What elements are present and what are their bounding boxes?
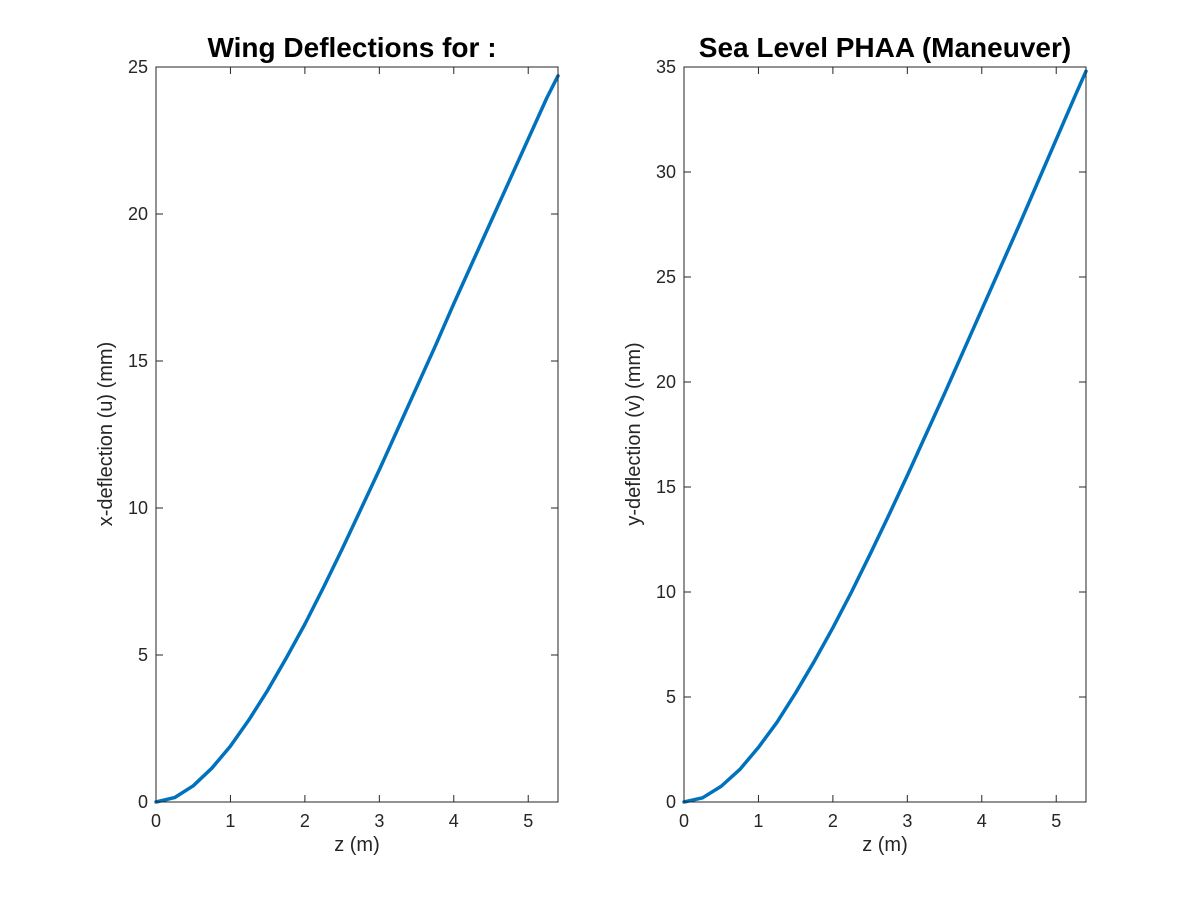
- right-x-tick-label: 4: [977, 811, 987, 831]
- left-y-tick-label: 10: [128, 498, 148, 518]
- left-series-line: [154, 74, 560, 804]
- left-x-axis-label: z (m): [334, 834, 380, 856]
- right-x-axis-label: z (m): [862, 834, 908, 856]
- right-y-tick-label: 30: [656, 162, 676, 182]
- left-y-tick-label: 5: [138, 645, 148, 665]
- right-x-tick-label: 2: [828, 811, 838, 831]
- right-axes-box: [683, 66, 1087, 803]
- left-axes-box: [155, 66, 559, 803]
- left-subplot: Wing Deflections for : z (m) x-deflectio…: [95, 32, 560, 856]
- left-y-tick-label: 25: [128, 57, 148, 77]
- right-x-tick-label: 3: [902, 811, 912, 831]
- right-axis-ticks: 0 1 2 3 4 5 0 5 10 15 20 25 30 35: [656, 57, 1086, 831]
- left-x-tick-label: 3: [374, 811, 384, 831]
- right-series-line: [682, 69, 1088, 804]
- left-y-tick-label: 20: [128, 204, 148, 224]
- left-y-tick-label: 0: [138, 792, 148, 812]
- left-x-tick-label: 5: [523, 811, 533, 831]
- left-y-axis-label: x-deflection (u) (mm): [95, 342, 117, 526]
- right-y-tick-label: 10: [656, 582, 676, 602]
- right-y-tick-label: 20: [656, 372, 676, 392]
- right-y-tick-label: 25: [656, 267, 676, 287]
- right-y-tick-label: 15: [656, 477, 676, 497]
- right-y-tick-label: 0: [666, 792, 676, 812]
- right-subplot: Sea Level PHAA (Maneuver) z (m) y-deflec…: [623, 32, 1088, 856]
- left-y-tick-label: 15: [128, 351, 148, 371]
- right-x-tick-label: 0: [679, 811, 689, 831]
- right-y-axis-label: y-deflection (v) (mm): [623, 342, 645, 525]
- left-x-tick-label: 4: [449, 811, 459, 831]
- right-y-tick-label: 35: [656, 57, 676, 77]
- left-plot-title: Wing Deflections for :: [207, 32, 496, 63]
- left-axis-ticks: 0 1 2 3 4 5 0 5 10 15 20 25: [128, 57, 558, 831]
- left-x-tick-label: 1: [225, 811, 235, 831]
- left-x-tick-label: 0: [151, 811, 161, 831]
- right-x-tick-label: 5: [1051, 811, 1061, 831]
- left-x-tick-label: 2: [300, 811, 310, 831]
- right-x-tick-label: 1: [753, 811, 763, 831]
- right-y-tick-label: 5: [666, 687, 676, 707]
- right-plot-title: Sea Level PHAA (Maneuver): [699, 32, 1071, 63]
